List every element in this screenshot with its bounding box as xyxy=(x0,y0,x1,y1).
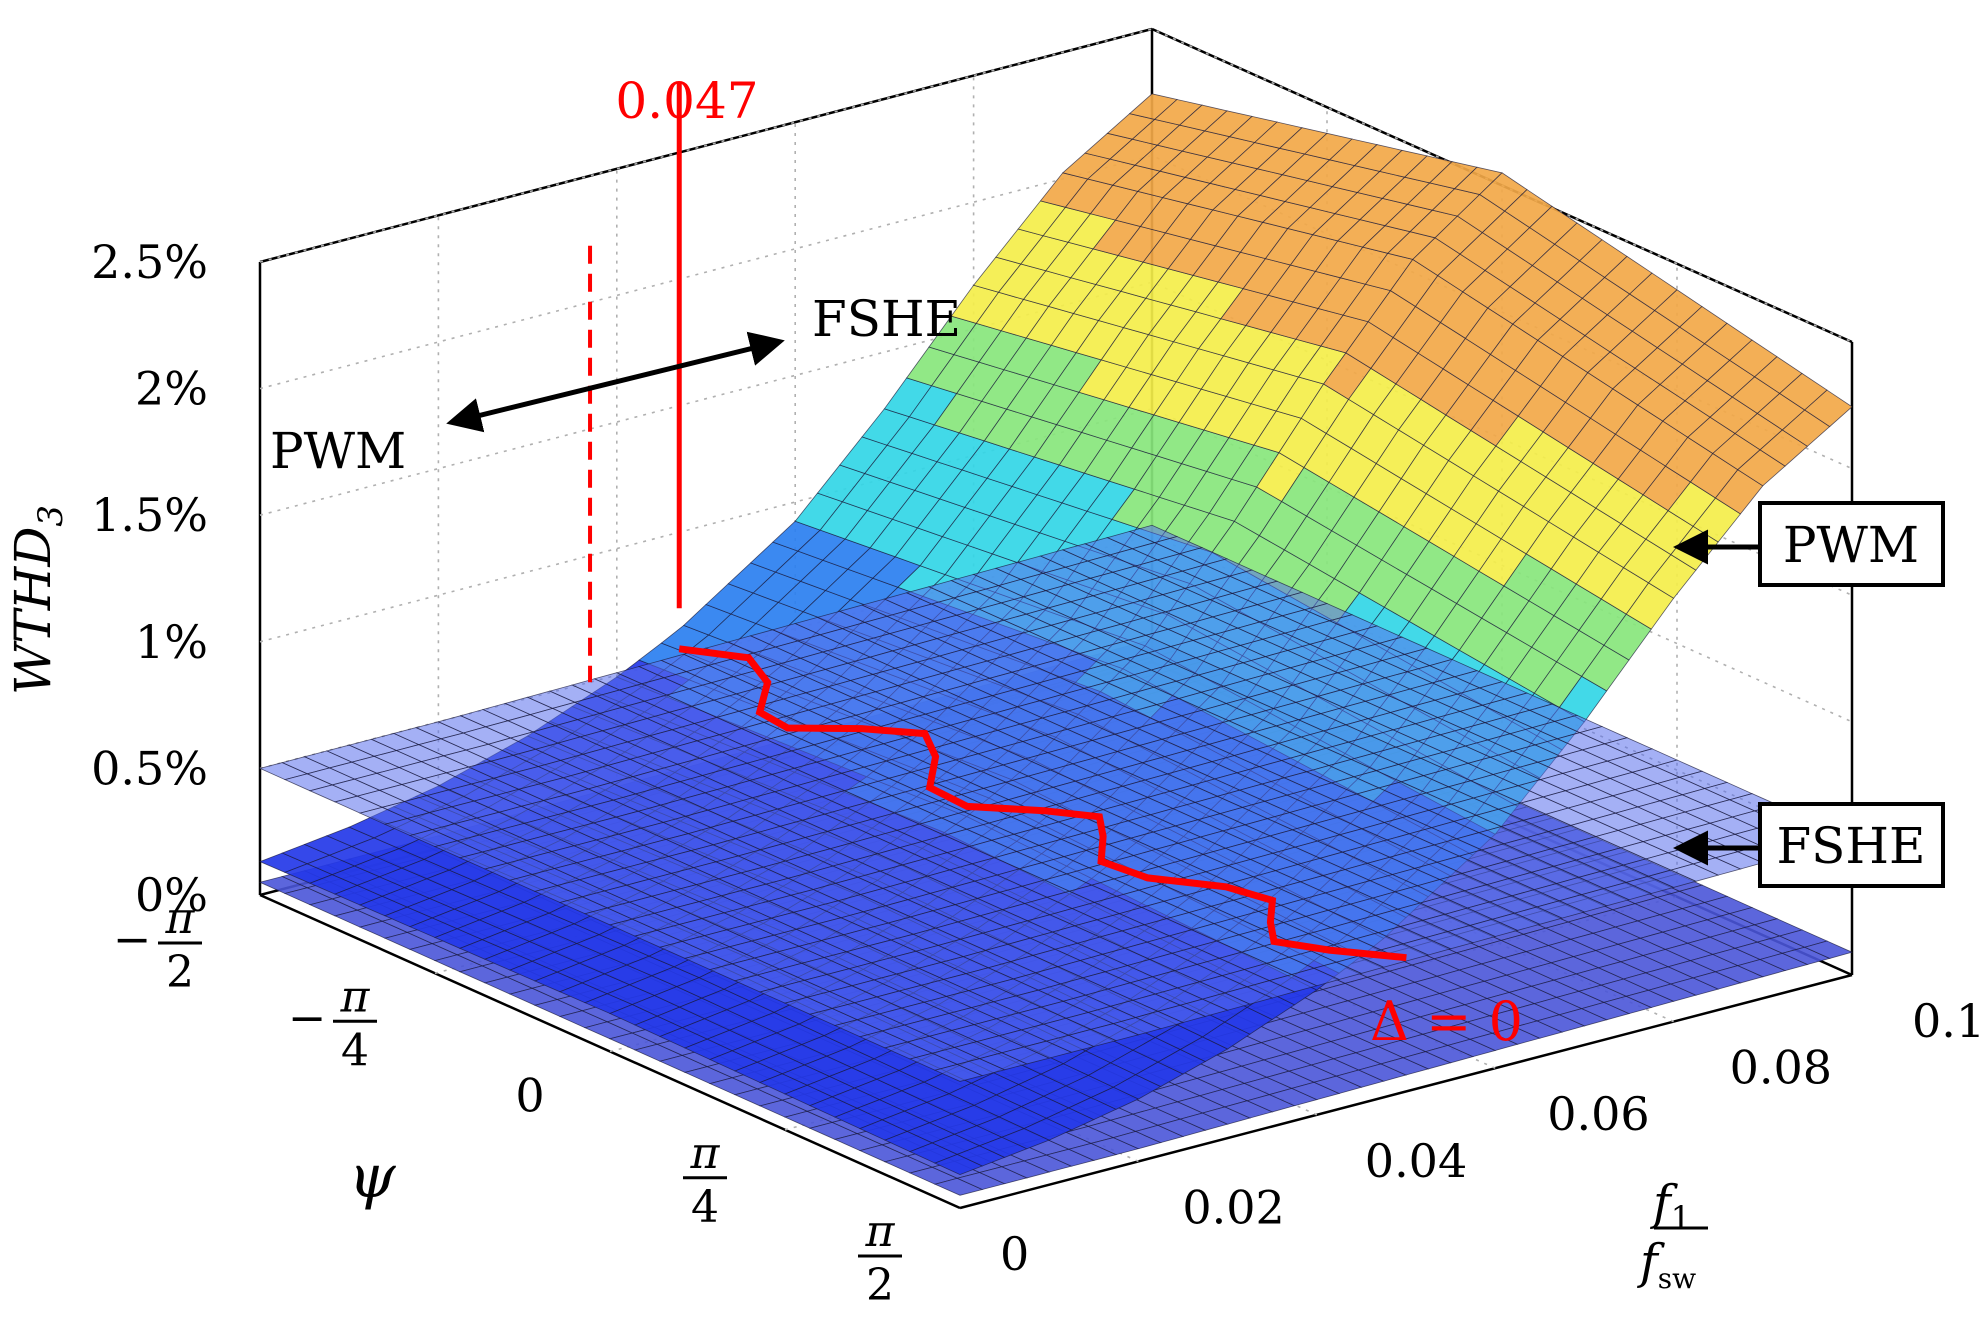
surface-label-pwm-text: PWM xyxy=(1783,516,1919,574)
svg-text:WTHD3: WTHD3 xyxy=(4,505,71,695)
x-tick-label: 0.1 xyxy=(1912,994,1984,1048)
x-tick-labels: 0 0.02 0.04 0.06 0.08 0.1 xyxy=(1000,994,1984,1281)
z-tick-label: 2.5% xyxy=(91,235,208,289)
y-tick-label-plain: 0 xyxy=(515,1069,544,1123)
y-tick-num: π xyxy=(690,1128,721,1179)
z-tick-label: 0.5% xyxy=(91,741,208,795)
y-tick-label: π4 xyxy=(683,1128,727,1233)
region-double-arrow xyxy=(446,331,785,433)
y-tick-label: − π2 xyxy=(113,893,202,998)
z-tick-label: 1.5% xyxy=(91,488,208,542)
surface-label-pwm-box xyxy=(1758,501,1945,587)
box-edge xyxy=(959,973,1853,1210)
fshe-lower-surface-patch xyxy=(1803,940,1854,959)
surface-label-fshe: FSHE xyxy=(1673,802,1945,888)
x-tick-label: 0 xyxy=(1000,1227,1029,1281)
delta-zero-curve xyxy=(678,645,1407,962)
y-tick-sign: − xyxy=(288,990,327,1044)
x-axis-label-den-sub: sw xyxy=(1658,1262,1696,1295)
y-tick-den: 4 xyxy=(691,1182,719,1233)
x-tick-label: 0.06 xyxy=(1547,1087,1649,1141)
z-axis-label-sub: 3 xyxy=(31,505,71,527)
x-tick-label: 0.08 xyxy=(1730,1041,1832,1095)
z-tick-label: 2% xyxy=(135,362,208,416)
region-right-label: FSHE xyxy=(812,290,961,348)
delta-zero-label: Δ = 0 xyxy=(1370,990,1523,1053)
pwm-surface-patch xyxy=(1804,389,1853,428)
surfaces xyxy=(258,93,1854,1196)
z-axis-label-main: WTHD xyxy=(4,527,62,695)
z-tick-labels: 0% 0.5% 1% 1.5% 2% 2.5% xyxy=(91,235,208,922)
x-tick-label: 0.02 xyxy=(1182,1180,1284,1234)
z-axis-label: WTHD3 xyxy=(4,505,71,695)
y-tick-label: 0 xyxy=(515,1069,544,1123)
region-left-label: PWM xyxy=(270,422,406,480)
y-tick-sign: − xyxy=(113,912,152,966)
y-tick-den: 4 xyxy=(341,1025,369,1076)
y-tick-label: − π4 xyxy=(288,971,377,1076)
x-tick-label: 0.04 xyxy=(1365,1134,1467,1188)
svg-text:fsw: fsw xyxy=(1637,1234,1696,1295)
surface-label-pwm: PWM xyxy=(1673,501,1945,587)
z-grid-line xyxy=(259,28,1853,343)
z-tick-label: 0% xyxy=(135,868,208,922)
threshold-value-label: 0.047 xyxy=(615,72,758,130)
surface-label-fshe-text: FSHE xyxy=(1776,817,1925,875)
y-tick-den: 2 xyxy=(866,1260,894,1311)
y-tick-label: π2 xyxy=(858,1206,902,1311)
x-axis-label: f1 fsw xyxy=(1637,1175,1708,1295)
y-axis-label: ψ xyxy=(348,1142,396,1212)
y-tick-den: 2 xyxy=(166,947,194,998)
y-tick-num: π xyxy=(165,893,196,944)
surface-label-fshe-box xyxy=(1758,802,1945,888)
x-axis-label-num-sub: 1 xyxy=(1671,1199,1691,1237)
y-tick-num: π xyxy=(865,1206,896,1257)
y-tick-num: π xyxy=(340,971,371,1022)
z-tick-label: 1% xyxy=(135,615,208,669)
